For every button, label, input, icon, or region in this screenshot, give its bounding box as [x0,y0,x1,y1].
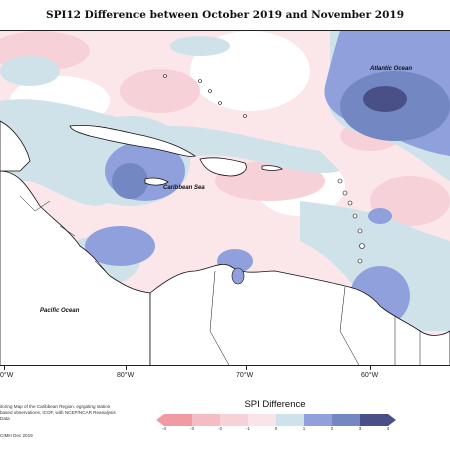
legend-swatch [192,414,221,426]
lon-label-70w: 70°W [236,372,254,379]
country-borders [19,195,421,365]
legend-tick-label: -3 [189,426,195,431]
central-america [0,170,151,365]
credit-footer: CIMH Dec 2019 [0,433,33,438]
legend-swatch [220,414,249,426]
hispaniola [199,157,247,177]
legend-colorbar [156,414,396,426]
pacific-ocean-label: Pacific Ocean [40,308,80,314]
lon-label-60w: 60°W [361,372,379,379]
map-title: SPI12 Difference between October 2019 an… [45,9,405,21]
strongest-wet-anomaly [363,86,407,112]
caribbean-sea-label: Caribbean Sea [163,185,205,191]
legend-tick-label: 1 [302,426,306,431]
lon-tick [126,366,127,370]
legend-title: SPI Difference [244,399,306,410]
legend-ticks: -4 -3 -2 -1 0 1 2 3 4 [156,426,396,434]
legend-tick-label: 0 [274,426,278,431]
legend-swatch [248,414,277,426]
lon-tick [246,366,247,370]
lesser-antilles [163,74,365,264]
legend-swatch [332,414,361,426]
legend-tick-label: 4 [386,426,390,431]
credit-text: itoring Map of the Caribbean Region. egr… [0,404,116,421]
lake-maracaibo [231,267,245,285]
yucatan [0,120,31,172]
jamaica [144,177,169,186]
legend-tick-label: -1 [245,426,251,431]
puerto-rico [261,165,283,171]
cuba [69,124,197,157]
lon-label-edge: 0°W [0,372,14,379]
legend-arrow-max [388,414,396,426]
lon-label-80w: 80°W [117,372,135,379]
lon-tick [370,366,371,370]
pink-anomaly-zones [0,31,450,226]
legend-tick-label: -4 [161,426,167,431]
legend-swatch [276,414,305,426]
legend-swatch [360,414,389,426]
legend-swatch [304,414,333,426]
land-masses [0,120,450,365]
atlantic-ocean-label: Atlantic Ocean [369,66,412,72]
legend-arrow-min [156,414,164,426]
legend-tick-label: 3 [358,426,362,431]
legend-swatch [164,414,193,426]
spi-map: Atlantic Ocean Caribbean Sea Pacific Oce… [0,30,450,366]
legend-tick-label: 2 [330,426,334,431]
lon-tick [4,366,5,370]
legend-tick-label: -2 [217,426,223,431]
map-canvas: Atlantic Ocean Caribbean Sea Pacific Oce… [0,31,450,365]
